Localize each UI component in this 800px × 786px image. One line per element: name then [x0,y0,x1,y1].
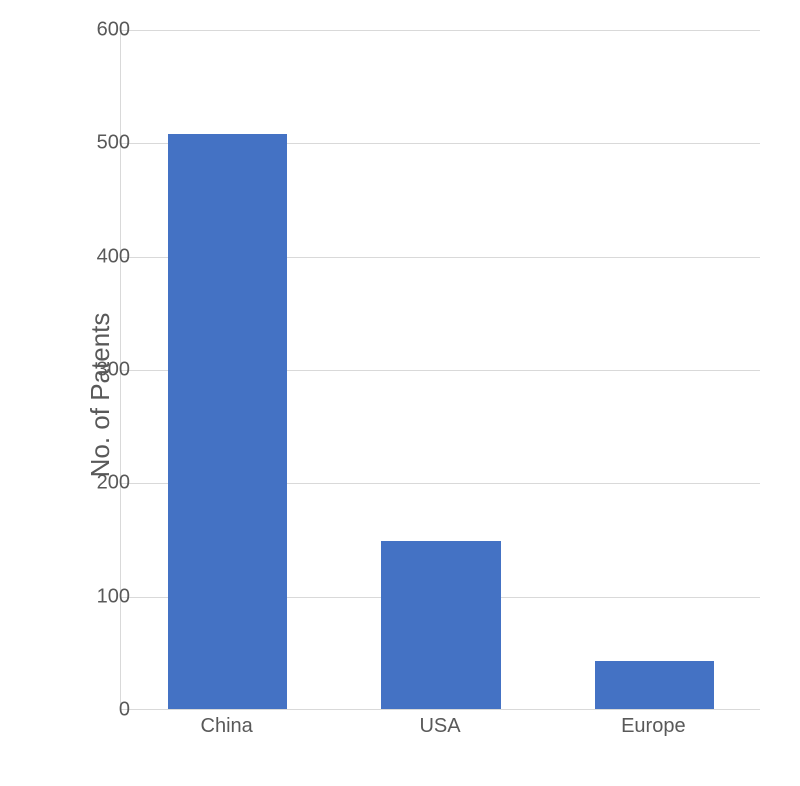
bar [381,541,500,709]
x-tick-label: Europe [621,715,686,738]
y-tick-label: 500 [97,132,130,155]
y-tick-label: 600 [97,19,130,42]
y-axis-label: No. of Patents [85,313,116,478]
y-tick-label: 300 [97,359,130,382]
y-tick-label: 400 [97,245,130,268]
y-tick-label: 200 [97,472,130,495]
y-tick-label: 0 [119,699,130,722]
bar-chart: No. of Patents 0 100 200 300 400 500 600 China U… [30,20,780,770]
x-tick-label: China [201,715,253,738]
y-tick-label: 100 [97,585,130,608]
bar [168,134,287,709]
bar [595,661,714,709]
plot-area [120,30,760,710]
gridline [121,30,760,31]
x-tick-label: USA [419,715,460,738]
